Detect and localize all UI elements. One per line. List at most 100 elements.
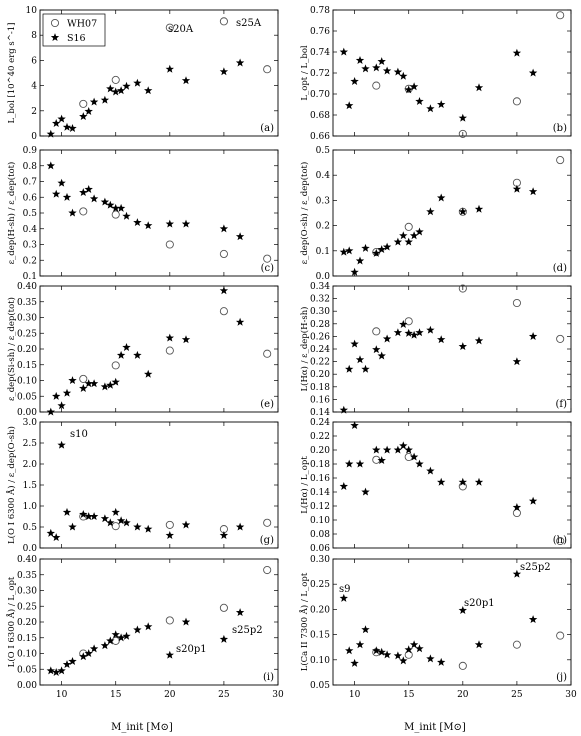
legend-marker-wh07 bbox=[50, 18, 60, 28]
x-tick-label: 10 bbox=[56, 690, 68, 700]
point-s16 bbox=[339, 47, 348, 56]
annotation-j-s25p2: s25p2 bbox=[520, 562, 551, 573]
panel-b: 0.66 0.68 0.70 0.72 0.74 0.76 0.78 L_opt / L_bo… bbox=[300, 6, 572, 142]
x-axis-label-left: M_init [M⊙] bbox=[111, 722, 173, 733]
y-axis-label: L(Hα) / L_opt bbox=[299, 456, 310, 514]
y-tick-label: 0.05 bbox=[17, 665, 37, 675]
point-s16 bbox=[116, 633, 126, 642]
point-wh07 bbox=[111, 636, 120, 645]
annotation-i-s25p2: s25p2 bbox=[232, 625, 263, 636]
y-tick-label: 0.10 bbox=[310, 516, 330, 526]
point-s16 bbox=[512, 503, 522, 511]
point-s16 bbox=[52, 119, 61, 127]
point-s16 bbox=[474, 640, 484, 649]
point-s16 bbox=[133, 625, 142, 634]
y-tick-label: 0.00 bbox=[17, 681, 37, 691]
y-tick-label: 0.9 bbox=[23, 146, 38, 156]
point-s16 bbox=[399, 656, 408, 665]
point-wh07 bbox=[165, 240, 174, 249]
point-s16 bbox=[345, 364, 354, 373]
point-s16 bbox=[415, 644, 424, 653]
point-s16 bbox=[106, 200, 115, 209]
point-wh07 bbox=[263, 518, 272, 527]
point-s16 bbox=[528, 615, 538, 624]
y-tick-label: 0.2 bbox=[316, 222, 330, 232]
x-tick-label: 20 bbox=[164, 690, 176, 700]
y-tick-label: 0.24 bbox=[310, 345, 330, 355]
x-tick-label: 15 bbox=[403, 690, 415, 700]
point-s16 bbox=[57, 440, 66, 449]
point-s16 bbox=[426, 466, 435, 475]
legend: WH07 S16 bbox=[42, 13, 106, 47]
point-s16 bbox=[382, 334, 392, 343]
point-s16 bbox=[404, 645, 413, 654]
y-tick-label: 0.68 bbox=[310, 111, 330, 121]
point-s16 bbox=[345, 459, 354, 468]
panel-label: (e) bbox=[260, 399, 274, 410]
y-axis-label: L(O I 6300 Å) / L_opt bbox=[5, 576, 17, 667]
point-s16 bbox=[409, 82, 419, 91]
point-wh07 bbox=[556, 11, 565, 20]
point-s16 bbox=[111, 630, 120, 639]
y-axis-label: ε_dep(Si-sh) / ε_dep(tot) bbox=[6, 297, 17, 401]
panel-c: 0.1 0.2 0.3 0.4 0.5 0.6 0.7 0.8 0.9 ε_dep(H-sh) /… bbox=[6, 146, 279, 282]
point-wh07 bbox=[458, 129, 467, 138]
y-tick-label: 0.25 bbox=[17, 329, 37, 339]
y-tick-label: 0.10 bbox=[310, 656, 330, 666]
y-tick-label: 2.0 bbox=[23, 460, 38, 470]
point-wh07 bbox=[219, 17, 228, 26]
point-wh07 bbox=[219, 249, 228, 258]
point-s16 bbox=[339, 247, 348, 256]
point-s16 bbox=[372, 345, 381, 354]
point-s16 bbox=[404, 328, 413, 337]
panel-e: 0.00 0.05 0.10 0.15 0.20 0.25 0.30 0.35 0.40ε_de… bbox=[6, 282, 279, 418]
point-s16 bbox=[106, 380, 115, 389]
plot-frame bbox=[332, 149, 572, 277]
panel-label: (b) bbox=[553, 123, 567, 134]
point-s16 bbox=[458, 113, 467, 122]
point-s16 bbox=[57, 401, 66, 410]
panel-i: 10 15 20 25 30 0.00 0.05 0.10 0.15 0.20 0.25 0.30 0.… bbox=[5, 555, 284, 700]
y-tick-label: 0.1 bbox=[316, 247, 330, 257]
point-s16 bbox=[46, 528, 55, 537]
point-s16 bbox=[382, 242, 392, 251]
point-s16 bbox=[79, 652, 88, 661]
point-s16 bbox=[181, 76, 191, 85]
point-s16 bbox=[361, 364, 370, 373]
point-s16 bbox=[377, 647, 386, 656]
y-tick-label: 8 bbox=[31, 31, 37, 41]
y-tick-label: 0.00 bbox=[17, 408, 37, 418]
point-s16 bbox=[100, 197, 110, 206]
panel-label: (j) bbox=[556, 672, 567, 683]
point-wh07 bbox=[512, 640, 521, 649]
point-s16 bbox=[235, 232, 245, 241]
x-tick-label: 10 bbox=[349, 690, 361, 700]
point-wh07 bbox=[263, 65, 272, 74]
point-s16 bbox=[68, 657, 77, 665]
y-tick-label: 0.5 bbox=[316, 146, 331, 156]
point-wh07 bbox=[263, 565, 272, 575]
y-tick-label: 0.0 bbox=[316, 272, 331, 282]
point-s16 bbox=[46, 161, 55, 170]
point-s16 bbox=[474, 204, 484, 213]
point-s16 bbox=[89, 194, 99, 203]
y-tick-label: 0.30 bbox=[17, 314, 37, 324]
panel-label: (f) bbox=[555, 399, 567, 410]
point-s16 bbox=[399, 320, 408, 328]
point-s16 bbox=[372, 646, 381, 655]
point-s16 bbox=[458, 207, 467, 216]
panel-label: (a) bbox=[260, 123, 274, 134]
point-s16 bbox=[100, 382, 110, 391]
y-tick-label: 0.35 bbox=[17, 298, 37, 308]
point-s16 bbox=[46, 666, 55, 675]
y-tick-label: 0.66 bbox=[310, 132, 330, 142]
legend-label-wh07: WH07 bbox=[67, 19, 97, 30]
point-wh07 bbox=[404, 452, 413, 462]
panel-label: (d) bbox=[553, 263, 567, 274]
y-tick-label: 0.14 bbox=[310, 488, 330, 498]
y-tick-label: 0.5 bbox=[23, 209, 38, 219]
point-s16 bbox=[350, 339, 359, 348]
point-s16 bbox=[377, 456, 386, 465]
point-s16 bbox=[181, 520, 191, 529]
point-wh07 bbox=[556, 536, 565, 546]
